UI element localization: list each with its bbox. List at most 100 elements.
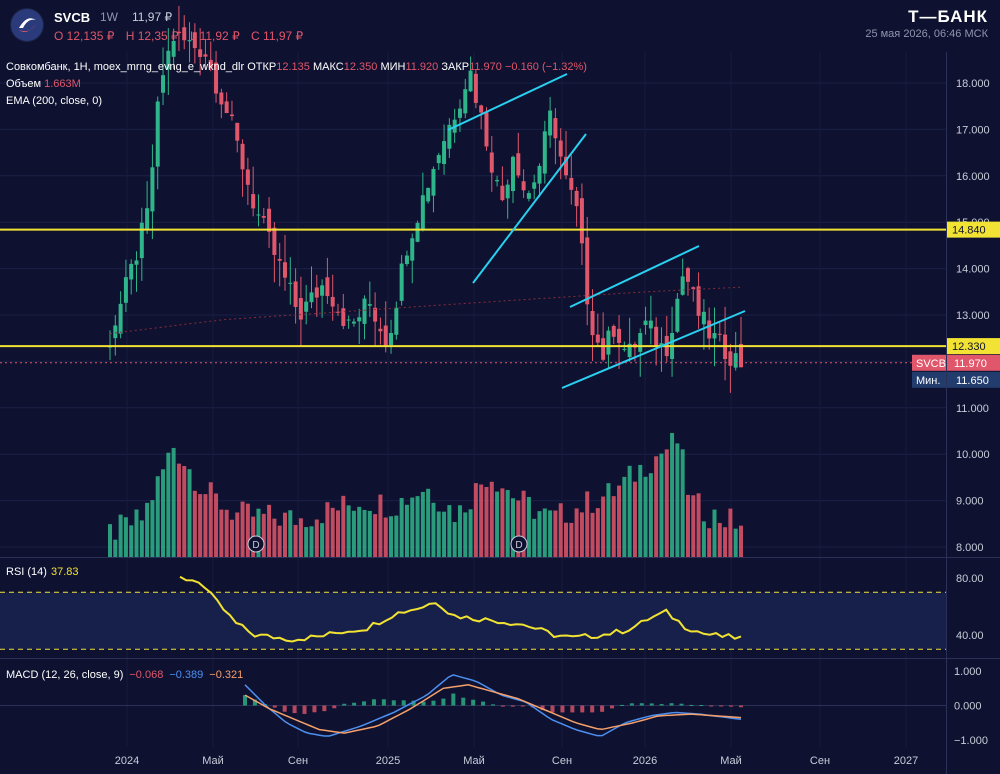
candle-body[interactable] [574, 190, 579, 207]
candle-body[interactable] [341, 308, 346, 326]
candle-body[interactable] [123, 277, 128, 303]
candle-body[interactable] [155, 101, 160, 167]
candle-body[interactable] [198, 49, 203, 57]
candle-body[interactable] [564, 156, 569, 176]
candle-body[interactable] [224, 101, 229, 114]
candle-body[interactable] [187, 40, 192, 42]
candle-body[interactable] [394, 307, 399, 335]
candle-body[interactable] [378, 328, 383, 332]
candle-body[interactable] [192, 32, 197, 49]
candle-body[interactable] [733, 353, 738, 368]
candle-body[interactable] [680, 276, 685, 295]
candle-body[interactable] [717, 333, 722, 335]
candle-body[interactable] [659, 343, 664, 346]
candle-body[interactable] [638, 333, 643, 352]
candle-body[interactable] [282, 262, 287, 278]
candle-body[interactable] [129, 263, 134, 280]
candle-body[interactable] [145, 208, 150, 229]
candle-body[interactable] [585, 237, 590, 305]
candle-body[interactable] [685, 268, 690, 282]
candle-body[interactable] [245, 169, 250, 185]
candle-body[interactable] [367, 304, 372, 306]
trend-line[interactable] [561, 310, 746, 389]
candle-body[interactable] [320, 285, 325, 296]
candle-body[interactable] [203, 54, 208, 57]
candle-body[interactable] [362, 298, 367, 324]
candle-body[interactable] [171, 40, 176, 57]
dividend-marker[interactable] [247, 535, 265, 553]
trend-line[interactable] [569, 245, 700, 308]
candle-body[interactable] [595, 334, 600, 343]
candle-body[interactable] [707, 320, 712, 339]
trend-line[interactable] [447, 73, 568, 131]
candle-body[interactable] [336, 311, 341, 313]
candle-body[interactable] [537, 165, 542, 184]
candle-body[interactable] [214, 62, 219, 94]
candle-body[interactable] [309, 292, 314, 303]
candle-body[interactable] [728, 351, 733, 366]
candle-body[interactable] [648, 320, 653, 329]
candle-body[interactable] [182, 27, 187, 41]
candle-body[interactable] [489, 152, 494, 173]
candle-body[interactable] [457, 108, 462, 118]
candle-body[interactable] [654, 326, 659, 346]
candle-body[interactable] [325, 277, 330, 297]
candle-body[interactable] [463, 89, 468, 114]
candle-body[interactable] [139, 222, 144, 259]
candle-body[interactable] [240, 143, 245, 170]
candle-body[interactable] [442, 141, 447, 164]
candle-body[interactable] [293, 281, 298, 307]
candle-body[interactable] [447, 124, 452, 149]
candle-body[interactable] [579, 198, 584, 244]
candle-body[interactable] [389, 333, 394, 346]
candle-body[interactable] [601, 338, 606, 360]
candle-body[interactable] [346, 319, 351, 321]
candle-body[interactable] [516, 153, 521, 176]
candle-body[interactable] [161, 75, 166, 93]
candle-body[interactable] [532, 182, 537, 189]
candle-body[interactable] [553, 118, 558, 139]
candle-body[interactable] [526, 193, 531, 199]
candle-body[interactable] [542, 131, 547, 174]
candle-body[interactable] [505, 184, 510, 199]
candle-body[interactable] [256, 214, 261, 216]
candle-body[interactable] [484, 112, 489, 147]
candle-body[interactable] [267, 208, 272, 232]
candle-body[interactable] [606, 330, 611, 355]
ticker-symbol[interactable]: SVCB [54, 10, 91, 25]
candle-body[interactable] [675, 298, 680, 332]
candle-body[interactable] [304, 301, 309, 312]
candle-body[interactable] [219, 92, 224, 105]
candle-body[interactable] [548, 110, 553, 136]
candle-body[interactable] [251, 194, 256, 209]
candle-body[interactable] [399, 263, 404, 301]
candle-body[interactable] [473, 73, 478, 103]
timeframe-label[interactable]: 1W [100, 10, 118, 24]
candle-body[interactable] [696, 286, 701, 316]
candle-body[interactable] [373, 307, 378, 322]
candle-body[interactable] [176, 31, 181, 34]
candle-body[interactable] [272, 227, 277, 255]
candle-body[interactable] [420, 195, 425, 229]
candle-body[interactable] [622, 348, 627, 350]
candle-body[interactable] [643, 320, 648, 326]
candle-body[interactable] [288, 282, 293, 284]
candle-body[interactable] [479, 105, 484, 113]
candle-body[interactable] [410, 238, 415, 261]
candle-body[interactable] [314, 287, 319, 298]
candle-body[interactable] [118, 303, 123, 334]
candle-body[interactable] [357, 317, 362, 322]
candle-body[interactable] [383, 325, 388, 347]
trend-line[interactable] [472, 133, 587, 284]
candle-body[interactable] [166, 50, 171, 70]
candle-body[interactable] [431, 168, 436, 196]
candle-body[interactable] [712, 333, 717, 339]
candle-body[interactable] [298, 298, 303, 320]
candle-body[interactable] [277, 258, 282, 261]
candle-body[interactable] [611, 325, 616, 337]
candle-body[interactable] [495, 179, 500, 182]
candle-body[interactable] [627, 343, 632, 358]
candle-body[interactable] [558, 140, 563, 157]
candle-body[interactable] [404, 255, 409, 265]
